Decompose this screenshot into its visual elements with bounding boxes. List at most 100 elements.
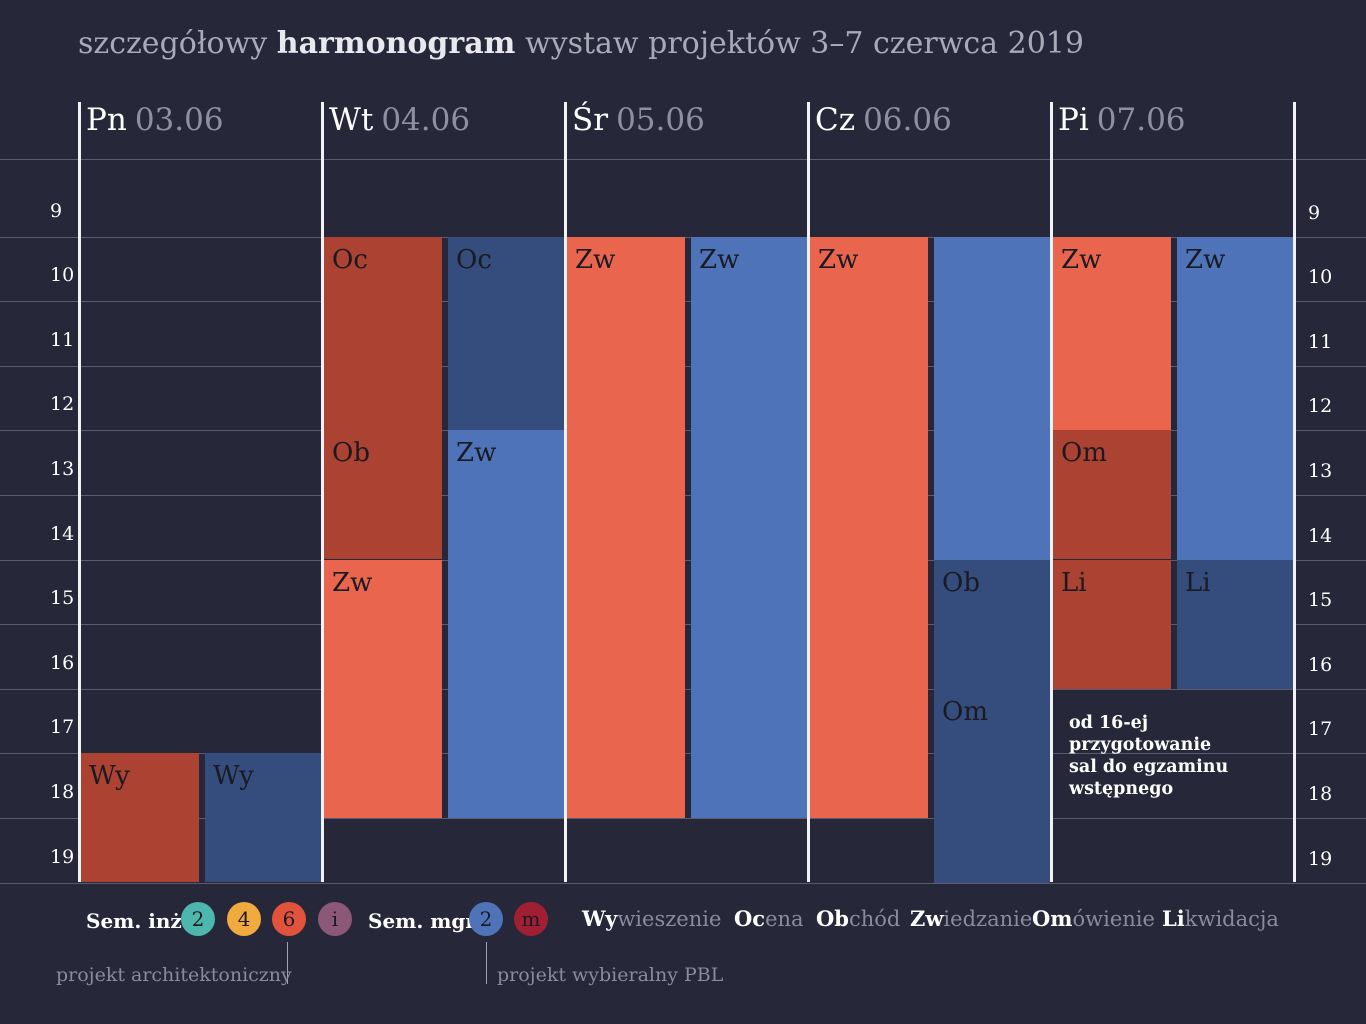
abbr-obchod: Obchód [816, 906, 901, 931]
legend-dot-inz-i: i [318, 902, 352, 936]
schedule-block: Om [934, 689, 1050, 883]
grid-hline [0, 818, 1366, 819]
day-separator [807, 102, 810, 882]
day-name: Pn [86, 102, 127, 138]
abbr-wywieszenie: Wywieszenie [582, 906, 722, 931]
day-separator [78, 102, 81, 882]
day-header: Pn 03.06 [86, 102, 224, 138]
hour-label-right: 13 [1308, 460, 1333, 482]
schedule-block: Zw [1177, 237, 1293, 560]
block-label: Zw [818, 245, 859, 275]
day-date: 07.06 [1096, 102, 1186, 138]
day-date: 04.06 [381, 102, 471, 138]
legend-dot-inz-2: 2 [181, 902, 215, 936]
block-label: Zw [1061, 245, 1102, 275]
hour-label-left: 17 [50, 716, 75, 738]
schedule-block: Oc [324, 237, 442, 431]
hour-label-left: 15 [50, 587, 75, 609]
title-bold: harmonogram [276, 26, 516, 61]
legend-tick-left [287, 942, 288, 984]
day-date: 05.06 [616, 102, 705, 138]
hour-label-left: 9 [50, 200, 63, 222]
abbr-likwidacja: Likwidacja [1162, 906, 1279, 931]
legend-tick-right [486, 942, 487, 984]
legend-dot-mgr-2: 2 [469, 902, 503, 936]
day-header: Cz 06.06 [815, 102, 952, 138]
grid-hline [0, 159, 1366, 160]
hour-label-left: 10 [50, 264, 75, 286]
note-line: od 16-ej [1069, 713, 1149, 733]
block-label: Zw [1185, 245, 1226, 275]
hour-label-left: 13 [50, 458, 75, 480]
schedule-block: Li [1177, 560, 1293, 689]
hour-label-right: 10 [1308, 266, 1333, 288]
legend-sub-left: projekt architektoniczny [56, 964, 292, 986]
legend-dot-inz-6: 6 [272, 902, 306, 936]
legend-inz-label: Sem. inż: [86, 909, 190, 933]
legend-dot-inz-4: 4 [227, 902, 261, 936]
schedule-block: Wy [81, 753, 199, 882]
legend-mgr-label: Sem. mgr: [368, 909, 484, 933]
schedule-block: Wy [205, 753, 321, 882]
legend-dot-mgr-m: m [514, 902, 548, 936]
day-name: Śr [572, 102, 609, 138]
legend-sub-right: projekt wybieralny PBL [497, 964, 724, 986]
block-label: Ob [332, 438, 370, 468]
day-name: Pi [1058, 102, 1089, 138]
schedule-block: Zw [448, 430, 564, 818]
day-date: 03.06 [134, 102, 224, 138]
schedule-block: Zw [810, 237, 928, 818]
day-separator [564, 102, 567, 882]
hour-label-right: 15 [1308, 589, 1333, 611]
note-line: sal do egzaminu [1069, 757, 1229, 777]
hour-label-right: 12 [1308, 395, 1333, 417]
day-separator [1293, 102, 1296, 882]
day-separator [321, 102, 324, 882]
abbr-zwiedzanie: Zwiedzanie [910, 906, 1033, 931]
block-label: Ob [942, 568, 980, 598]
block-label: Li [1061, 568, 1087, 598]
schedule-block: Li [1053, 560, 1171, 689]
hour-label-right: 18 [1308, 783, 1333, 805]
block-label: Om [942, 697, 988, 727]
day-name: Wt [329, 102, 374, 138]
block-label: Om [1061, 438, 1107, 468]
abbr-omowienie: Omówienie [1032, 906, 1155, 931]
schedule-block: Oc [448, 237, 564, 431]
hour-label-right: 17 [1308, 718, 1333, 740]
abbr-ocena: Ocena [734, 906, 804, 931]
note-line: przygotowanie [1069, 735, 1212, 755]
block-label: Oc [332, 245, 368, 275]
hour-label-left: 16 [50, 652, 75, 674]
day-name: Cz [815, 102, 856, 138]
hour-label-left: 14 [50, 523, 75, 545]
grid-hline [0, 883, 1366, 884]
schedule-block: Zw [1053, 237, 1171, 431]
block-label: Wy [89, 761, 130, 791]
schedule-block: Om [1053, 430, 1171, 559]
block-label: Zw [699, 245, 740, 275]
block-label: Oc [456, 245, 492, 275]
hour-label-right: 11 [1308, 331, 1333, 353]
day-header: Śr 05.06 [572, 102, 705, 138]
block-label: Zw [332, 568, 373, 598]
hour-label-left: 12 [50, 393, 75, 415]
hour-label-right: 19 [1308, 848, 1333, 870]
block-label: Li [1185, 568, 1211, 598]
day-header: Pi 07.06 [1058, 102, 1186, 138]
block-label: Wy [213, 761, 254, 791]
schedule-block: Zw [567, 237, 685, 818]
day-separator [1050, 102, 1053, 882]
title-post: wystaw projektów 3–7 czerwca 2019 [524, 26, 1084, 61]
note-line: wstępnego [1069, 779, 1174, 799]
hour-label-right: 14 [1308, 525, 1333, 547]
note: od 16-ej przygotowanie sal do egzaminu w… [1069, 712, 1228, 800]
block-label: Zw [456, 438, 497, 468]
hour-label-right: 9 [1308, 202, 1321, 224]
schedule-block: Zw [691, 237, 807, 818]
block-label: Zw [575, 245, 616, 275]
schedule-block: Ob [934, 560, 1050, 689]
hour-label-left: 18 [50, 781, 75, 803]
schedule-block [934, 237, 1050, 560]
schedule-block: Ob [324, 430, 442, 559]
